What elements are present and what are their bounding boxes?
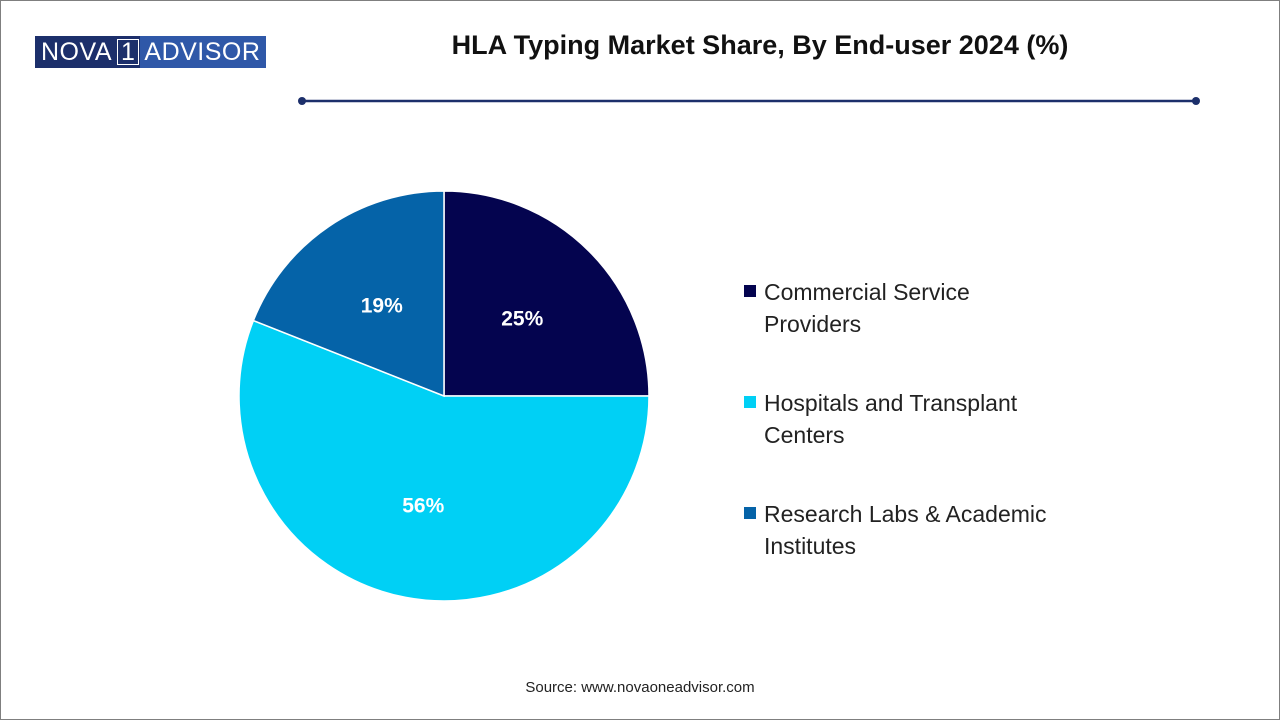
logo-text-nova: NOVA xyxy=(35,36,116,68)
pie-slice-commercial-service-providers xyxy=(443,190,650,397)
legend-item-hospitals-and-transplant-centers: Hospitals and Transplant Centers xyxy=(744,387,1104,451)
source-note: Source: www.novaoneadvisor.com xyxy=(525,679,755,696)
pie-label-research-labs-and-academic-institutes: 19% xyxy=(361,294,403,317)
pie-slice-hospitals-and-transplant-centers xyxy=(238,319,650,602)
legend-swatch xyxy=(744,507,756,519)
pie-label-commercial-service-providers: 25% xyxy=(501,308,543,331)
legend-item-commercial-service-providers: Commercial Service Providers xyxy=(744,276,1104,340)
legend-swatch xyxy=(744,396,756,408)
legend-swatch xyxy=(744,285,756,297)
pie-labels: 25% 56% 19% xyxy=(361,294,544,517)
brand-logo: NOVA 1 ADVISOR xyxy=(35,36,267,68)
legend-item-research-labs-and-academic-institutes: Research Labs & Academic Institutes xyxy=(744,498,1104,562)
legend-label: Research Labs & Academic Institutes xyxy=(764,501,1047,559)
legend-label: Commercial Service Providers xyxy=(764,279,970,337)
logo-text-advisor: ADVISOR xyxy=(140,36,267,68)
title-underline xyxy=(298,97,1200,105)
pie-label-hospitals-and-transplant-centers: 56% xyxy=(402,495,444,518)
chart-title: HLA Typing Market Share, By End-user 202… xyxy=(451,30,1069,60)
logo-text-one: 1 xyxy=(117,39,140,65)
logo-number-box: 1 xyxy=(116,36,141,68)
legend-label: Hospitals and Transplant Centers xyxy=(764,390,1018,448)
pie-slices xyxy=(238,190,650,602)
pie-slice-research-labs-and-academic-institutes xyxy=(252,190,445,398)
chart-legend: Commercial Service Providers Hospitals an… xyxy=(744,276,1104,609)
